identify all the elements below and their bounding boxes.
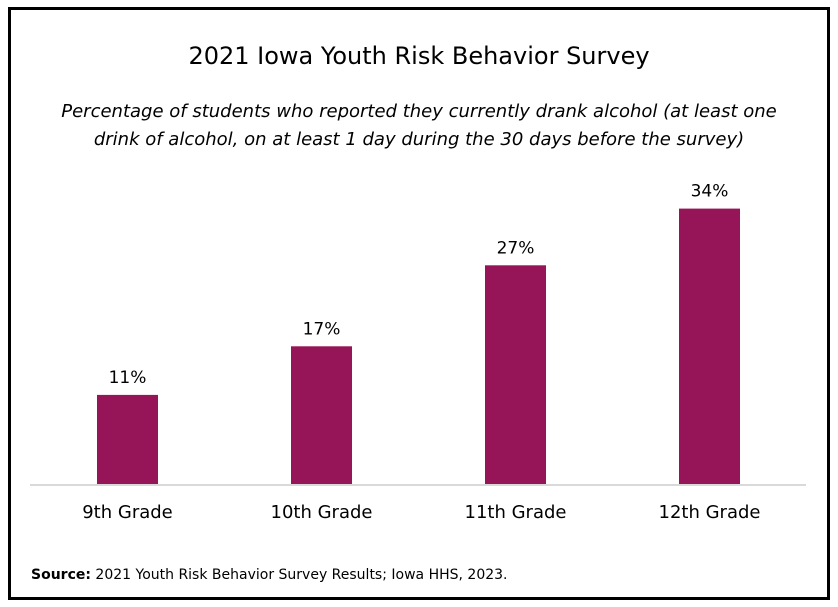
category-label-2: 10th Grade [271, 502, 373, 523]
bar-3 [485, 265, 546, 484]
category-label-3: 11th Grade [465, 502, 567, 523]
source-text: 2021 Youth Risk Behavior Survey Results;… [90, 567, 508, 583]
source-note: Source: 2021 Youth Risk Behavior Survey … [31, 567, 508, 583]
chart-subtitle: Percentage of students who reported they… [61, 101, 777, 150]
data-label-1: 11% [109, 368, 147, 388]
bar-4 [679, 208, 740, 484]
chart-title: 2021 Iowa Youth Risk Behavior Survey [188, 42, 650, 70]
chart-frame [8, 7, 830, 600]
bar-1 [97, 394, 158, 484]
bar-2 [291, 346, 352, 484]
category-label-1: 9th Grade [82, 502, 173, 523]
data-label-3: 27% [497, 238, 535, 258]
source-label: Source: [31, 567, 91, 583]
data-label-4: 34% [691, 182, 729, 202]
data-label-2: 17% [303, 319, 341, 339]
category-label-4: 12th Grade [659, 502, 761, 523]
